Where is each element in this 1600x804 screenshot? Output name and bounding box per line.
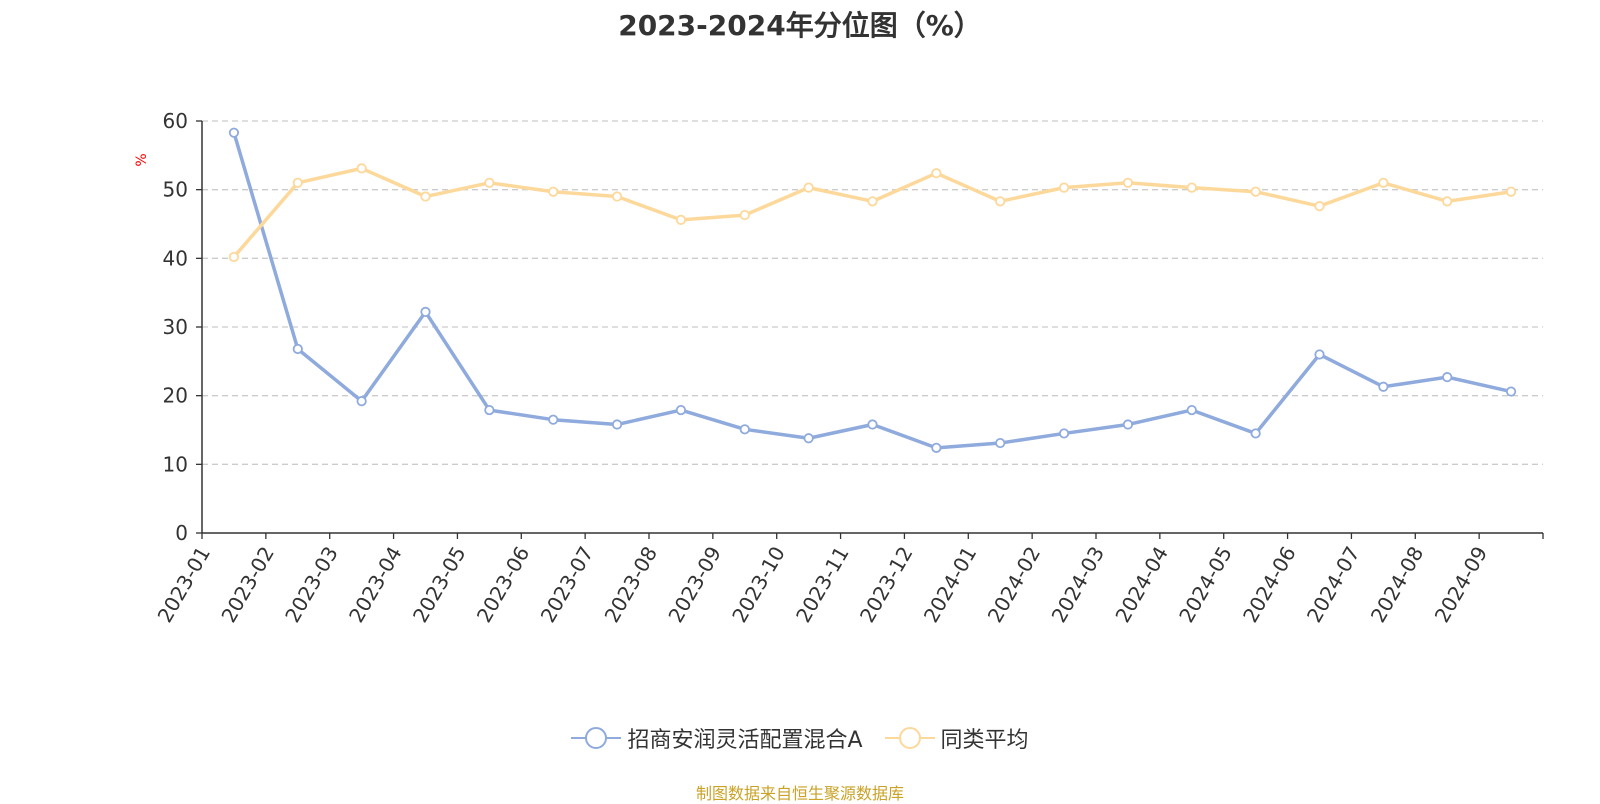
x-tick-label: 2024-05 (1174, 542, 1237, 626)
data-point-series-1[interactable] (867, 419, 878, 430)
legend-marker-series-1-icon (571, 727, 622, 749)
y-axis-label: % (134, 153, 150, 166)
x-tick-label: 2023-08 (600, 542, 663, 626)
grid-lines (202, 120, 1543, 465)
data-point-series-1[interactable] (1058, 428, 1070, 439)
data-point-series-2[interactable] (228, 251, 240, 263)
data-point-series-1[interactable] (1378, 381, 1389, 392)
data-point-series-2[interactable] (292, 177, 303, 188)
y-tick-label: 60 (163, 109, 188, 133)
data-point-series-2[interactable] (739, 209, 750, 221)
data-point-series-1[interactable] (1442, 372, 1453, 383)
data-point-series-2[interactable] (867, 196, 878, 207)
x-tick-label: 2023-10 (727, 542, 790, 626)
data-point-series-2[interactable] (995, 196, 1006, 207)
x-tick-label: 2024-07 (1302, 542, 1365, 626)
data-point-series-1[interactable] (1186, 404, 1197, 416)
data-point-series-1[interactable] (1250, 428, 1261, 439)
x-tick-label: 2024-08 (1366, 542, 1429, 626)
x-tick-label: 2023-02 (216, 542, 279, 626)
data-point-series-2[interactable] (356, 163, 367, 174)
data-point-series-1[interactable] (675, 404, 687, 416)
data-point-series-2[interactable] (1250, 186, 1261, 197)
data-point-series-2[interactable] (1186, 182, 1197, 193)
data-point-series-2[interactable] (1314, 201, 1325, 212)
data-point-series-1[interactable] (803, 433, 814, 444)
series-line-2 (232, 166, 1512, 259)
legend-item-series-2[interactable]: 同类平均 (884, 722, 1029, 754)
data-point-series-2[interactable] (675, 214, 687, 225)
x-tick-label: 2023-01 (153, 542, 216, 626)
data-point-series-1[interactable] (484, 404, 495, 416)
data-point-series-1[interactable] (228, 127, 240, 138)
x-tick-label: 2024-02 (983, 542, 1046, 626)
data-point-series-2[interactable] (484, 177, 495, 188)
data-point-series-1[interactable] (1122, 419, 1134, 430)
x-tick-label: 2023-09 (663, 542, 726, 626)
x-tick-label: 2024-03 (1047, 542, 1110, 626)
legend-label-series-2: 同类平均 (940, 728, 1029, 753)
data-point-series-2[interactable] (1505, 186, 1517, 197)
y-tick-label: 50 (163, 178, 188, 202)
legend-item-series-1[interactable]: 招商安润灵活配置混合A (571, 722, 863, 754)
x-tick-label: 2023-03 (280, 542, 343, 626)
x-tick-label: 2023-06 (472, 542, 535, 626)
x-tick-label: 2024-06 (1238, 542, 1301, 626)
data-point-series-2[interactable] (931, 168, 942, 179)
y-tick-label: 0 (175, 521, 188, 545)
data-point-series-2[interactable] (1378, 177, 1389, 188)
data-point-series-2[interactable] (1058, 182, 1070, 193)
series-lines (228, 127, 1517, 453)
data-point-series-1[interactable] (356, 396, 367, 407)
x-tick-label: 2023-11 (791, 542, 854, 626)
legend-label-series-1: 招商安润灵活配置混合A (627, 728, 863, 753)
data-point-series-2[interactable] (420, 191, 431, 202)
data-point-series-1[interactable] (995, 437, 1006, 449)
x-tick-label: 2024-01 (919, 542, 982, 626)
y-tick-label: 30 (163, 315, 188, 339)
data-point-series-1[interactable] (611, 419, 623, 430)
y-tick-label: 40 (163, 246, 188, 270)
legend: 招商安润灵活配置混合A 同类平均 (0, 722, 1600, 754)
x-tick-label: 2023-04 (344, 542, 407, 626)
data-point-series-1[interactable] (1505, 386, 1517, 397)
x-tick-label: 2023-12 (855, 542, 918, 626)
data-point-series-2[interactable] (548, 186, 559, 197)
x-tick-label: 2024-09 (1430, 542, 1493, 626)
series-line-1 (232, 132, 1512, 450)
data-point-series-1[interactable] (548, 414, 559, 425)
data-point-series-2[interactable] (1442, 196, 1453, 207)
data-point-series-2[interactable] (611, 191, 623, 202)
chart-title: 2023-2024年分位图（%） (618, 9, 982, 42)
x-tick-label: 2023-07 (536, 542, 599, 626)
data-point-series-1[interactable] (931, 442, 942, 453)
x-tick-label: 2024-04 (1110, 542, 1173, 626)
data-point-series-2[interactable] (1122, 177, 1134, 188)
data-point-series-2[interactable] (803, 182, 814, 193)
x-tick-label: 2023-05 (408, 542, 471, 626)
data-point-series-1[interactable] (420, 306, 431, 317)
y-tick-label: 10 (163, 452, 188, 476)
y-tick-label: 20 (163, 384, 188, 408)
data-point-series-1[interactable] (292, 343, 303, 355)
source-note: 制图数据来自恒生聚源数据库 (695, 784, 904, 803)
legend-marker-series-2-icon (884, 727, 935, 749)
data-point-series-1[interactable] (1314, 349, 1325, 360)
data-point-series-1[interactable] (739, 424, 750, 435)
